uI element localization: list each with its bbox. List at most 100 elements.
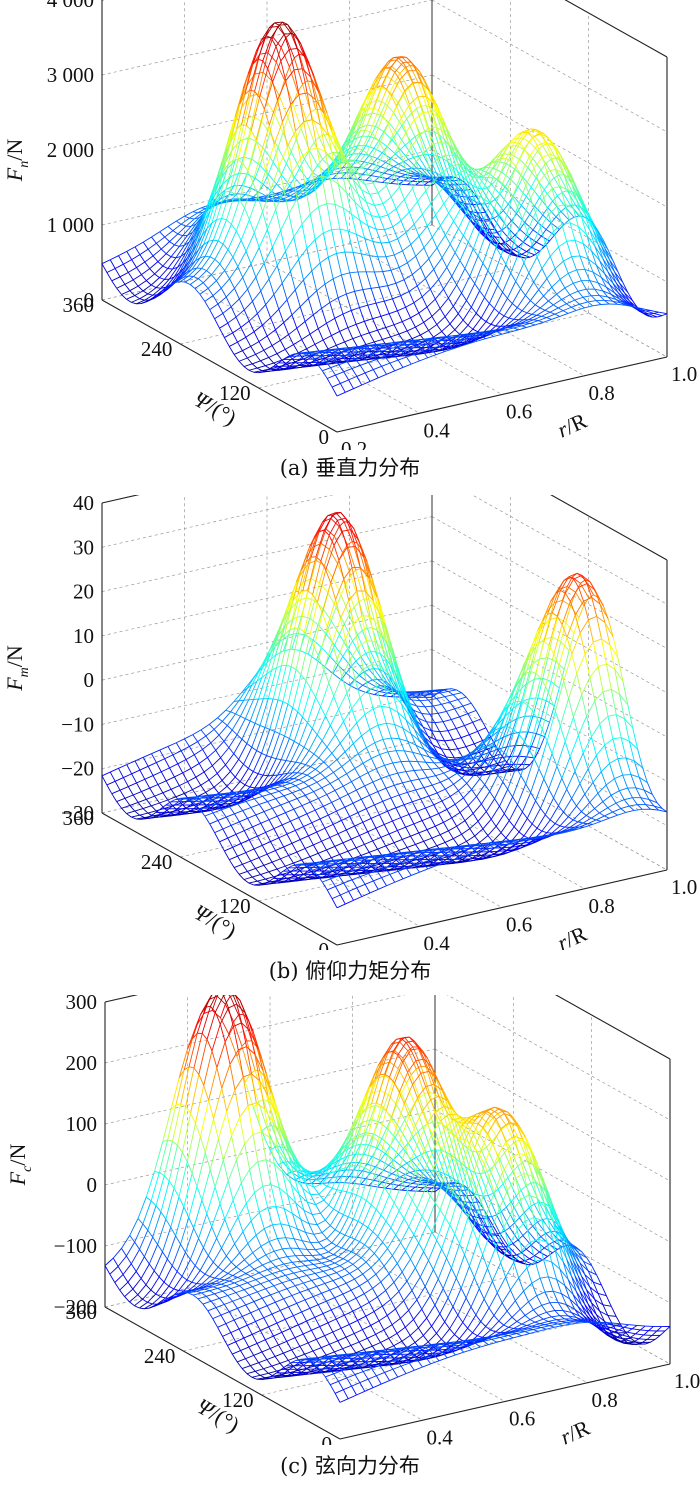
mesh-line — [457, 300, 467, 315]
mesh-line — [429, 130, 439, 157]
mesh-line — [184, 734, 193, 740]
mesh-line — [317, 322, 327, 329]
mesh-line — [175, 276, 184, 283]
mesh-line — [339, 623, 345, 635]
x-tick-label: 1.0 — [671, 362, 697, 386]
mesh-line — [433, 703, 442, 707]
mesh-line — [513, 249, 522, 255]
mesh-line — [619, 282, 629, 293]
mesh-line — [154, 795, 160, 804]
mesh-line — [532, 222, 539, 231]
mesh-line — [540, 169, 550, 184]
mesh-line — [538, 278, 548, 290]
mesh-line — [134, 756, 144, 762]
mesh-line — [404, 344, 411, 349]
mesh-line — [218, 725, 228, 736]
mesh-line — [366, 202, 372, 216]
mesh-line — [453, 220, 459, 229]
mesh-line — [482, 262, 489, 271]
mesh-line — [576, 307, 585, 311]
y-tick-label: 0 — [319, 425, 330, 449]
mesh-line — [397, 147, 404, 161]
mesh-line — [351, 364, 361, 369]
mesh-line — [465, 194, 471, 199]
mesh-line — [267, 161, 274, 175]
mesh-line — [149, 268, 155, 275]
mesh-line — [379, 124, 389, 144]
mesh-line — [392, 295, 401, 300]
mesh-line — [291, 355, 297, 360]
mesh-line — [418, 692, 424, 696]
mesh-line — [327, 592, 337, 608]
mesh-line — [298, 248, 308, 260]
mesh-line — [517, 185, 527, 208]
mesh-line — [213, 721, 223, 730]
mesh-line — [362, 351, 368, 356]
mesh-line — [398, 262, 408, 268]
mesh-line — [612, 282, 622, 293]
mesh-line — [391, 344, 397, 348]
mesh-line — [354, 291, 360, 308]
mesh-line — [375, 115, 381, 127]
mesh-line — [457, 696, 467, 701]
mesh-line — [648, 313, 658, 318]
mesh-line — [355, 656, 362, 662]
mesh-line — [288, 334, 294, 345]
mesh-line — [422, 112, 428, 129]
mesh-line — [573, 280, 582, 284]
mesh-line — [437, 336, 447, 339]
mesh-line — [261, 317, 271, 326]
mesh-line — [161, 767, 170, 773]
mesh-line — [455, 338, 465, 342]
mesh-line — [536, 314, 542, 317]
mesh-line — [405, 131, 412, 148]
mesh-line — [421, 713, 427, 723]
mesh-line — [289, 185, 299, 194]
mesh-line — [368, 90, 375, 104]
mesh-line — [220, 747, 230, 759]
mesh-line — [573, 208, 583, 218]
mesh-line — [334, 644, 344, 657]
mesh-line — [421, 296, 428, 308]
mesh-line — [452, 292, 462, 307]
mesh-line — [410, 312, 419, 319]
mesh-line — [564, 287, 571, 296]
mesh-line — [428, 247, 438, 259]
mesh-line — [301, 68, 311, 78]
mesh-line — [524, 214, 531, 223]
mesh-line — [381, 146, 388, 154]
mesh-line — [118, 250, 127, 257]
mesh-line — [543, 189, 553, 202]
mesh-line — [430, 348, 437, 355]
mesh-line — [559, 279, 566, 289]
mesh-line — [267, 46, 277, 69]
mesh-line — [486, 232, 496, 244]
mesh-line — [310, 531, 320, 558]
mesh-line — [397, 232, 407, 240]
mesh-line — [554, 313, 560, 317]
mesh-line — [462, 307, 472, 321]
mesh-line — [177, 763, 184, 774]
mesh-line — [379, 142, 386, 153]
mesh-line — [272, 81, 278, 101]
mesh-line — [509, 134, 519, 144]
mesh-line — [435, 112, 445, 140]
mesh-line — [157, 253, 167, 262]
mesh-line — [250, 263, 257, 278]
mesh-line — [454, 334, 463, 337]
mesh-line — [242, 350, 248, 359]
mesh-line — [365, 692, 375, 696]
mesh-line — [534, 132, 540, 137]
mesh-line — [346, 192, 352, 215]
mesh-line — [349, 349, 355, 356]
mesh-line — [304, 631, 310, 639]
mesh-line — [309, 206, 319, 215]
mesh-line — [283, 172, 293, 191]
mesh-line — [609, 284, 619, 293]
mesh-line — [406, 118, 416, 138]
mesh-line — [328, 520, 338, 536]
mesh-line — [180, 750, 187, 760]
mesh-line — [395, 283, 402, 296]
mesh-line — [536, 235, 542, 243]
mesh-line — [154, 792, 164, 797]
